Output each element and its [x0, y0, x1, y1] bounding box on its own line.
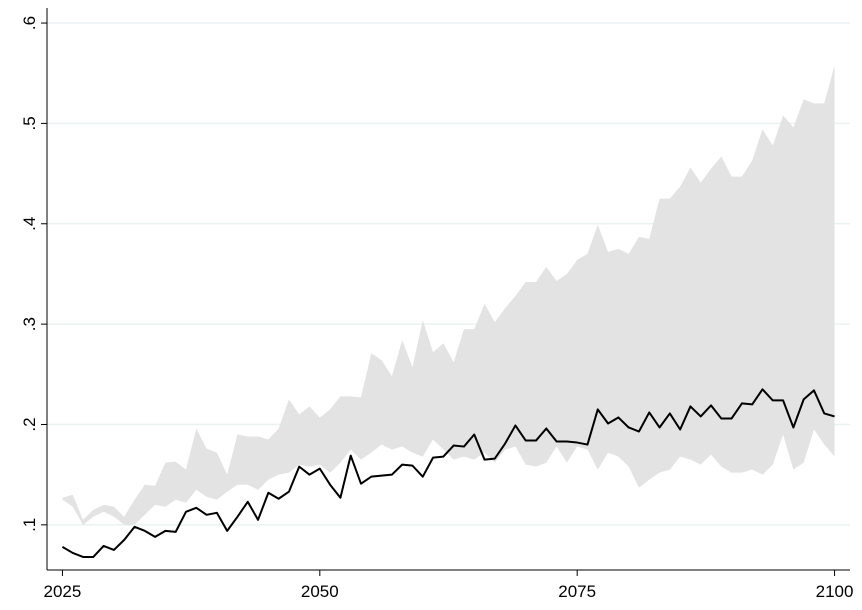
- y-tick-label: .4: [20, 217, 39, 231]
- y-tick-label: .6: [20, 16, 39, 30]
- y-tick-label: .1: [20, 518, 39, 532]
- line: [61, 388, 835, 558]
- x-tick-label: 2100: [816, 582, 854, 601]
- x-tick-label: 2025: [44, 582, 82, 601]
- y-tick-label: .3: [20, 317, 39, 331]
- y-tick-label: .5: [20, 116, 39, 130]
- x-tick-label: 2075: [558, 582, 596, 601]
- x-tick-label: 2050: [301, 582, 339, 601]
- y-tick-label: .2: [20, 417, 39, 431]
- band: [62, 65, 835, 525]
